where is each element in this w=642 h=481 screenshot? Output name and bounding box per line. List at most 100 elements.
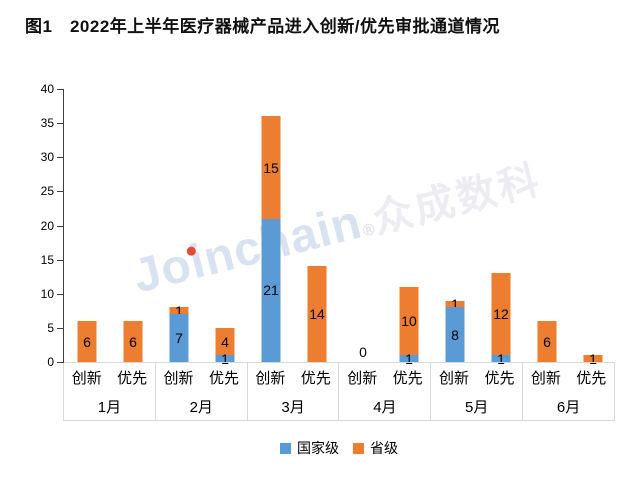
bar: 1 — [583, 352, 603, 366]
subcategory-label: 优先 — [300, 370, 331, 387]
subcategory-label: 优先 — [576, 370, 607, 387]
bar: 6 — [77, 321, 97, 362]
y-tick-label: 40 — [40, 82, 54, 96]
bar: 10 1 — [399, 286, 419, 366]
y-tick-mark — [57, 327, 64, 329]
plot-area: 6 6 1 7 4 1 15 21 14 0 10 1 1 8 12 1 6 1 — [64, 89, 616, 366]
subcategory-label: 创新 — [163, 370, 194, 387]
y-tick-label: 0 — [47, 355, 54, 369]
y-tick-label: 5 — [47, 320, 54, 335]
bar-value-label: 14 — [309, 306, 325, 323]
subcategory-row: 创新 优先 — [431, 363, 522, 392]
y-tick-mark — [57, 123, 64, 125]
zero-value-label: 0 — [359, 344, 367, 360]
bar-segment-provincial: 4 — [215, 327, 235, 356]
bar-slot: 12 1 — [478, 89, 524, 366]
bar-slot: 10 1 — [386, 89, 432, 366]
month-cell: 创新 优先 2月 — [154, 363, 247, 420]
bar-segment-national: 8 — [445, 307, 465, 362]
y-tick-mark — [57, 362, 64, 363]
bar-value-label: 10 — [401, 313, 417, 330]
bar-segment-national: 7 — [169, 314, 189, 362]
subcategory-label: 优先 — [392, 370, 423, 387]
y-tick-label: 30 — [40, 150, 54, 165]
figure-title: 图1 2022年上半年医疗器械产品进入创新/优先审批通道情况 — [25, 17, 500, 36]
bar: 12 1 — [491, 273, 511, 366]
legend-swatch-national-icon — [280, 442, 291, 454]
bar-slot: 6 — [524, 89, 570, 362]
month-group: 0 10 1 — [340, 89, 432, 366]
bar-value-label: 12 — [493, 306, 509, 323]
bar-value-label: 1 — [451, 296, 459, 312]
bar-value-label: 6 — [129, 333, 137, 350]
month-label: 6月 — [556, 398, 581, 416]
x-axis-category-table: 创新 优先 1月 创新 优先 2月 创新 优先 3月 创新 优先 4月 创新 优先 5月 创新 优先 6月 — [63, 362, 615, 421]
bar-value-label: 1 — [405, 350, 413, 367]
bar-value-label: 1 — [175, 302, 183, 319]
bar: 15 21 — [261, 116, 281, 362]
bar-slot: 6 — [110, 89, 156, 362]
bar-slot: 14 — [294, 89, 340, 362]
y-tick-label: 15 — [40, 252, 54, 267]
bar-segment-provincial: 6 — [77, 321, 97, 362]
y-tick-label: 35 — [40, 116, 54, 131]
bar-segment-provincial: 1 — [583, 352, 603, 366]
month-label: 2月 — [189, 398, 213, 416]
legend-item-national: 国家级 — [280, 438, 339, 458]
month-cell: 创新 优先 3月 — [246, 363, 339, 420]
bar-segment-national: 1 — [491, 352, 511, 366]
bar-segment-provincial: 14 — [307, 266, 327, 362]
bar-value-label: 6 — [543, 333, 551, 350]
bar-segment-provincial: 15 — [261, 116, 281, 219]
subcategory-label: 优先 — [117, 370, 148, 387]
month-group: 15 21 14 — [248, 89, 340, 362]
subcategory-row: 创新 优先 — [156, 363, 247, 392]
month-cell: 创新 优先 5月 — [430, 363, 522, 420]
subcategory-row: 创新 优先 — [64, 363, 155, 392]
bar-value-label: 4 — [221, 333, 229, 350]
subcategory-label: 创新 — [439, 370, 470, 387]
bar-slot: 15 21 — [248, 89, 294, 362]
bar-segment-provincial: 6 — [123, 321, 143, 362]
month-label: 3月 — [281, 398, 305, 416]
legend: 国家级 省级 — [63, 438, 615, 458]
y-tick-mark — [57, 259, 64, 261]
bar-value-label: 1 — [589, 350, 597, 367]
subcategory-label: 优先 — [484, 370, 515, 387]
legend-item-provincial: 省级 — [353, 438, 398, 458]
y-tick-mark — [57, 225, 64, 227]
y-tick-label: 20 — [40, 218, 54, 233]
bar: 6 — [123, 321, 143, 362]
subcategory-label: 创新 — [347, 370, 378, 387]
bar-value-label: 1 — [221, 350, 229, 367]
bar-segment-provincial: 6 — [537, 321, 557, 362]
y-tick-label: 25 — [40, 184, 54, 199]
month-label: 4月 — [373, 398, 397, 416]
subcategory-row: 创新 优先 — [523, 363, 614, 392]
y-tick-mark — [57, 293, 64, 295]
bar-segment-provincial: 10 — [399, 286, 419, 356]
bar-value-label: 7 — [175, 330, 183, 347]
bar-value-label: 6 — [83, 333, 91, 350]
bar: 6 — [537, 321, 557, 362]
bar-segment-provincial: 1 — [169, 304, 189, 318]
bar-segment-national: 21 — [261, 218, 281, 362]
y-tick-mark — [57, 191, 64, 193]
subcategory-label: 创新 — [530, 370, 561, 387]
subcategory-label: 创新 — [71, 370, 102, 387]
month-label: 5月 — [465, 398, 489, 416]
bar-segment-national: 1 — [399, 352, 419, 366]
bar-value-label: 21 — [263, 282, 279, 299]
month-label: 1月 — [97, 398, 122, 416]
bar: 14 — [307, 266, 327, 362]
bar-value-label: 8 — [451, 326, 459, 343]
